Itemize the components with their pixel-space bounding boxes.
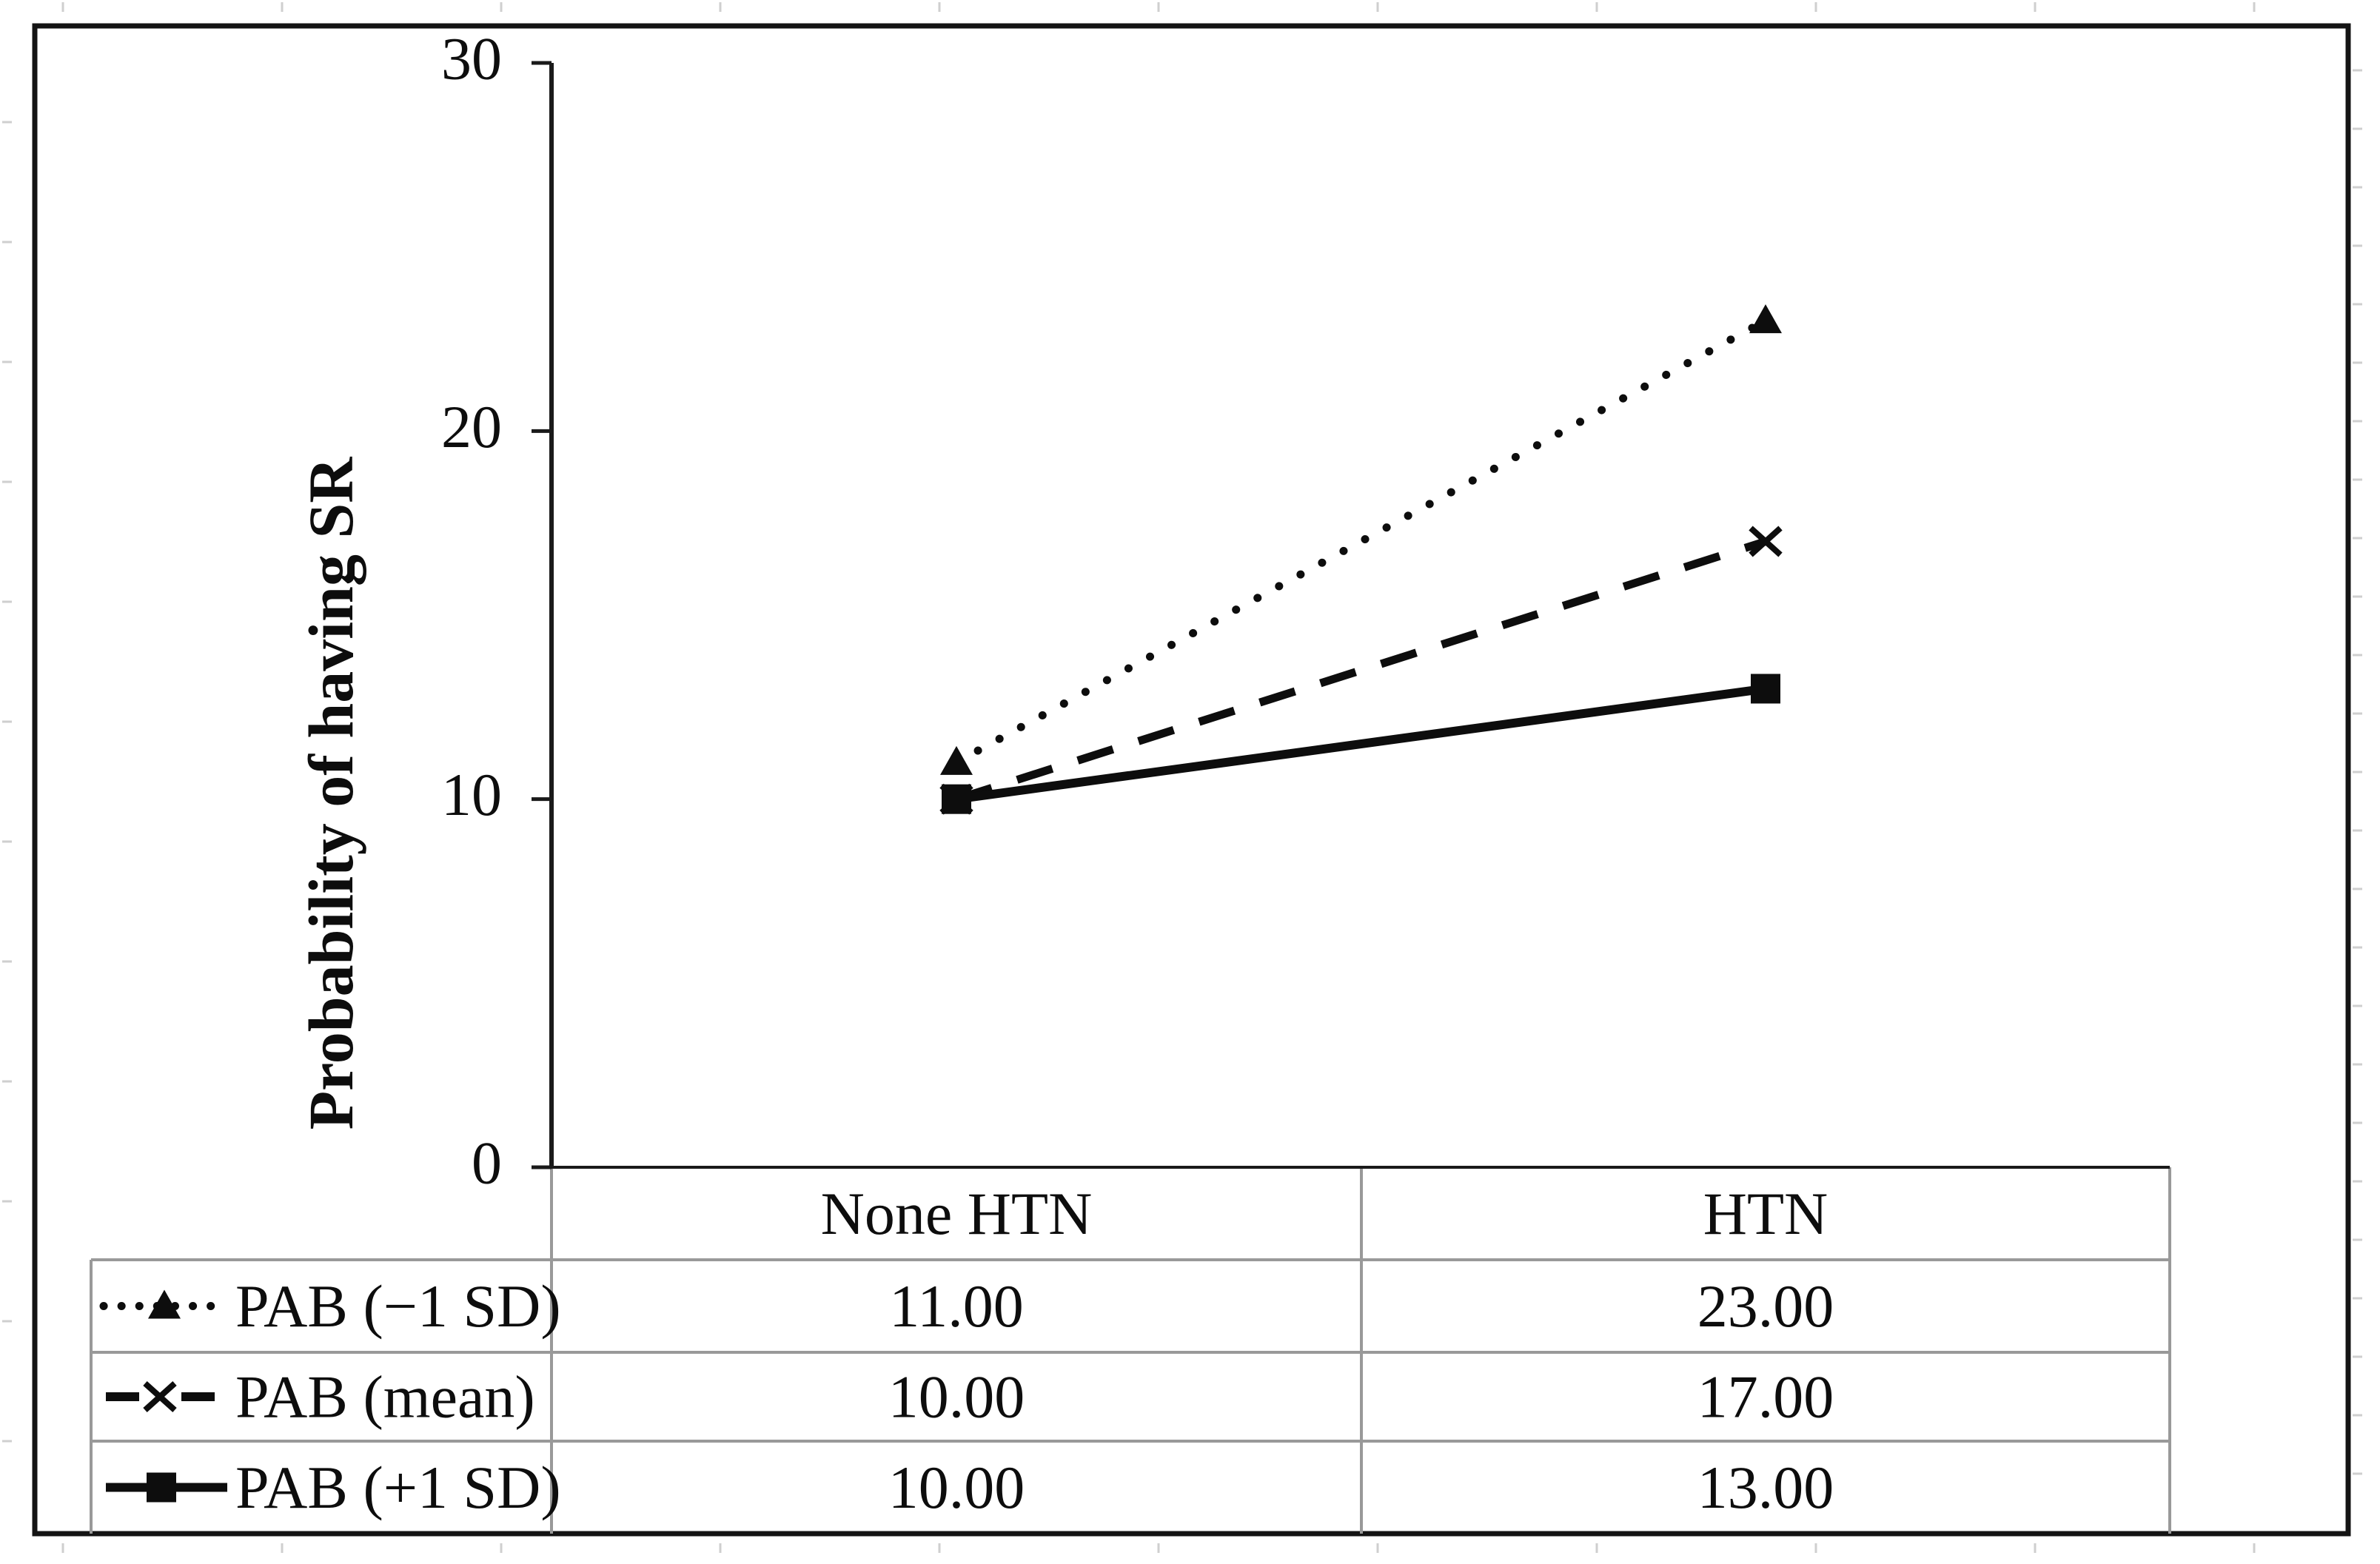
series-line-dotted xyxy=(952,316,1770,767)
table-value-cell: 23.00 xyxy=(1697,1272,1834,1340)
axes xyxy=(532,61,2170,1169)
series-lines-and-markers xyxy=(939,304,1783,815)
square-marker-icon xyxy=(1751,674,1780,704)
table-value-cell: 13.00 xyxy=(1697,1454,1834,1521)
table-header-cell: HTN xyxy=(1703,1180,1828,1247)
y-axis-tick-label: 0 xyxy=(472,1130,502,1197)
table-and-tick-text: 0 10 20 30 None HTN HTN PAB (−1 SD) 11.00 23.00 P… xyxy=(235,25,1834,1522)
y-axis-tick-label: 20 xyxy=(441,393,502,460)
legend-x-icon xyxy=(143,1381,177,1412)
figure-border xyxy=(32,23,2351,1537)
legend-series-label: PAB (−1 SD) xyxy=(235,1272,561,1340)
x-marker-icon xyxy=(1749,526,1783,557)
legend-series-label: PAB (+1 SD) xyxy=(235,1454,561,1521)
y-axis-title: Probability of having SR xyxy=(295,457,366,1130)
series-line-dashed xyxy=(955,537,1767,803)
table-value-cell: 10.00 xyxy=(888,1454,1025,1521)
triangle-marker-icon xyxy=(1749,304,1782,334)
table-header-cell: None HTN xyxy=(821,1180,1093,1247)
y-axis-tick-label: 10 xyxy=(441,761,502,828)
series-line-solid xyxy=(956,684,1766,804)
triangle-marker-icon xyxy=(940,745,973,775)
square-marker-icon xyxy=(942,784,971,814)
table-value-cell: 11.00 xyxy=(889,1272,1023,1340)
y-axis-tick-label: 30 xyxy=(441,25,502,93)
table-value-cell: 10.00 xyxy=(888,1363,1025,1431)
table-value-cell: 17.00 xyxy=(1697,1363,1834,1431)
legend-square-icon xyxy=(147,1472,176,1503)
legend-triangle-icon xyxy=(148,1289,181,1319)
legend-keys xyxy=(99,1289,230,1503)
data-table-grid xyxy=(90,1167,2171,1534)
legend-series-label: PAB (mean) xyxy=(235,1363,535,1431)
